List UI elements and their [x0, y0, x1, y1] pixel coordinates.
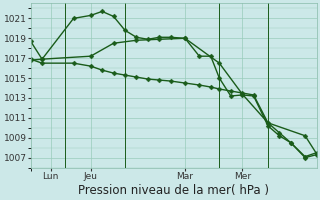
X-axis label: Pression niveau de la mer( hPa ): Pression niveau de la mer( hPa )	[78, 184, 269, 197]
